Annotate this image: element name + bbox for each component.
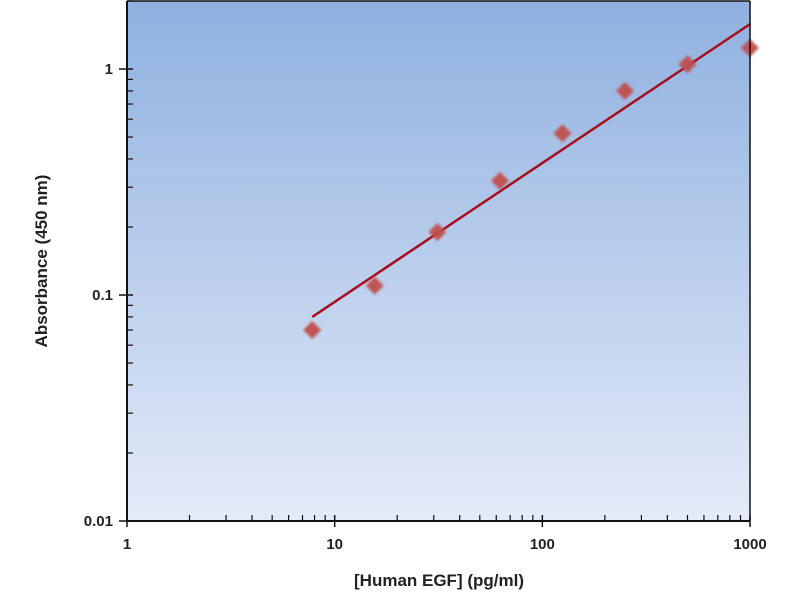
plot-area <box>127 1 750 521</box>
y-tick-label: 0.1 <box>92 287 113 304</box>
data-point <box>428 223 447 242</box>
x-tick-label: 100 <box>530 536 555 553</box>
y-tick-label: 0.01 <box>84 513 113 530</box>
data-point <box>303 321 322 340</box>
y-tick-label: 1 <box>105 61 113 78</box>
x-axis-label: [Human EGF] (pg/ml) <box>354 571 524 590</box>
data-point <box>553 124 572 143</box>
x-tick-label: 1000 <box>733 536 766 553</box>
fit-line <box>311 23 751 318</box>
data-point <box>490 171 509 190</box>
y-axis-label: Absorbance (450 nm) <box>32 175 51 348</box>
x-tick-label: 10 <box>326 536 343 553</box>
data-point <box>365 276 384 295</box>
data-point <box>678 55 697 74</box>
data-point <box>615 81 634 100</box>
x-tick-label: 1 <box>123 536 131 553</box>
